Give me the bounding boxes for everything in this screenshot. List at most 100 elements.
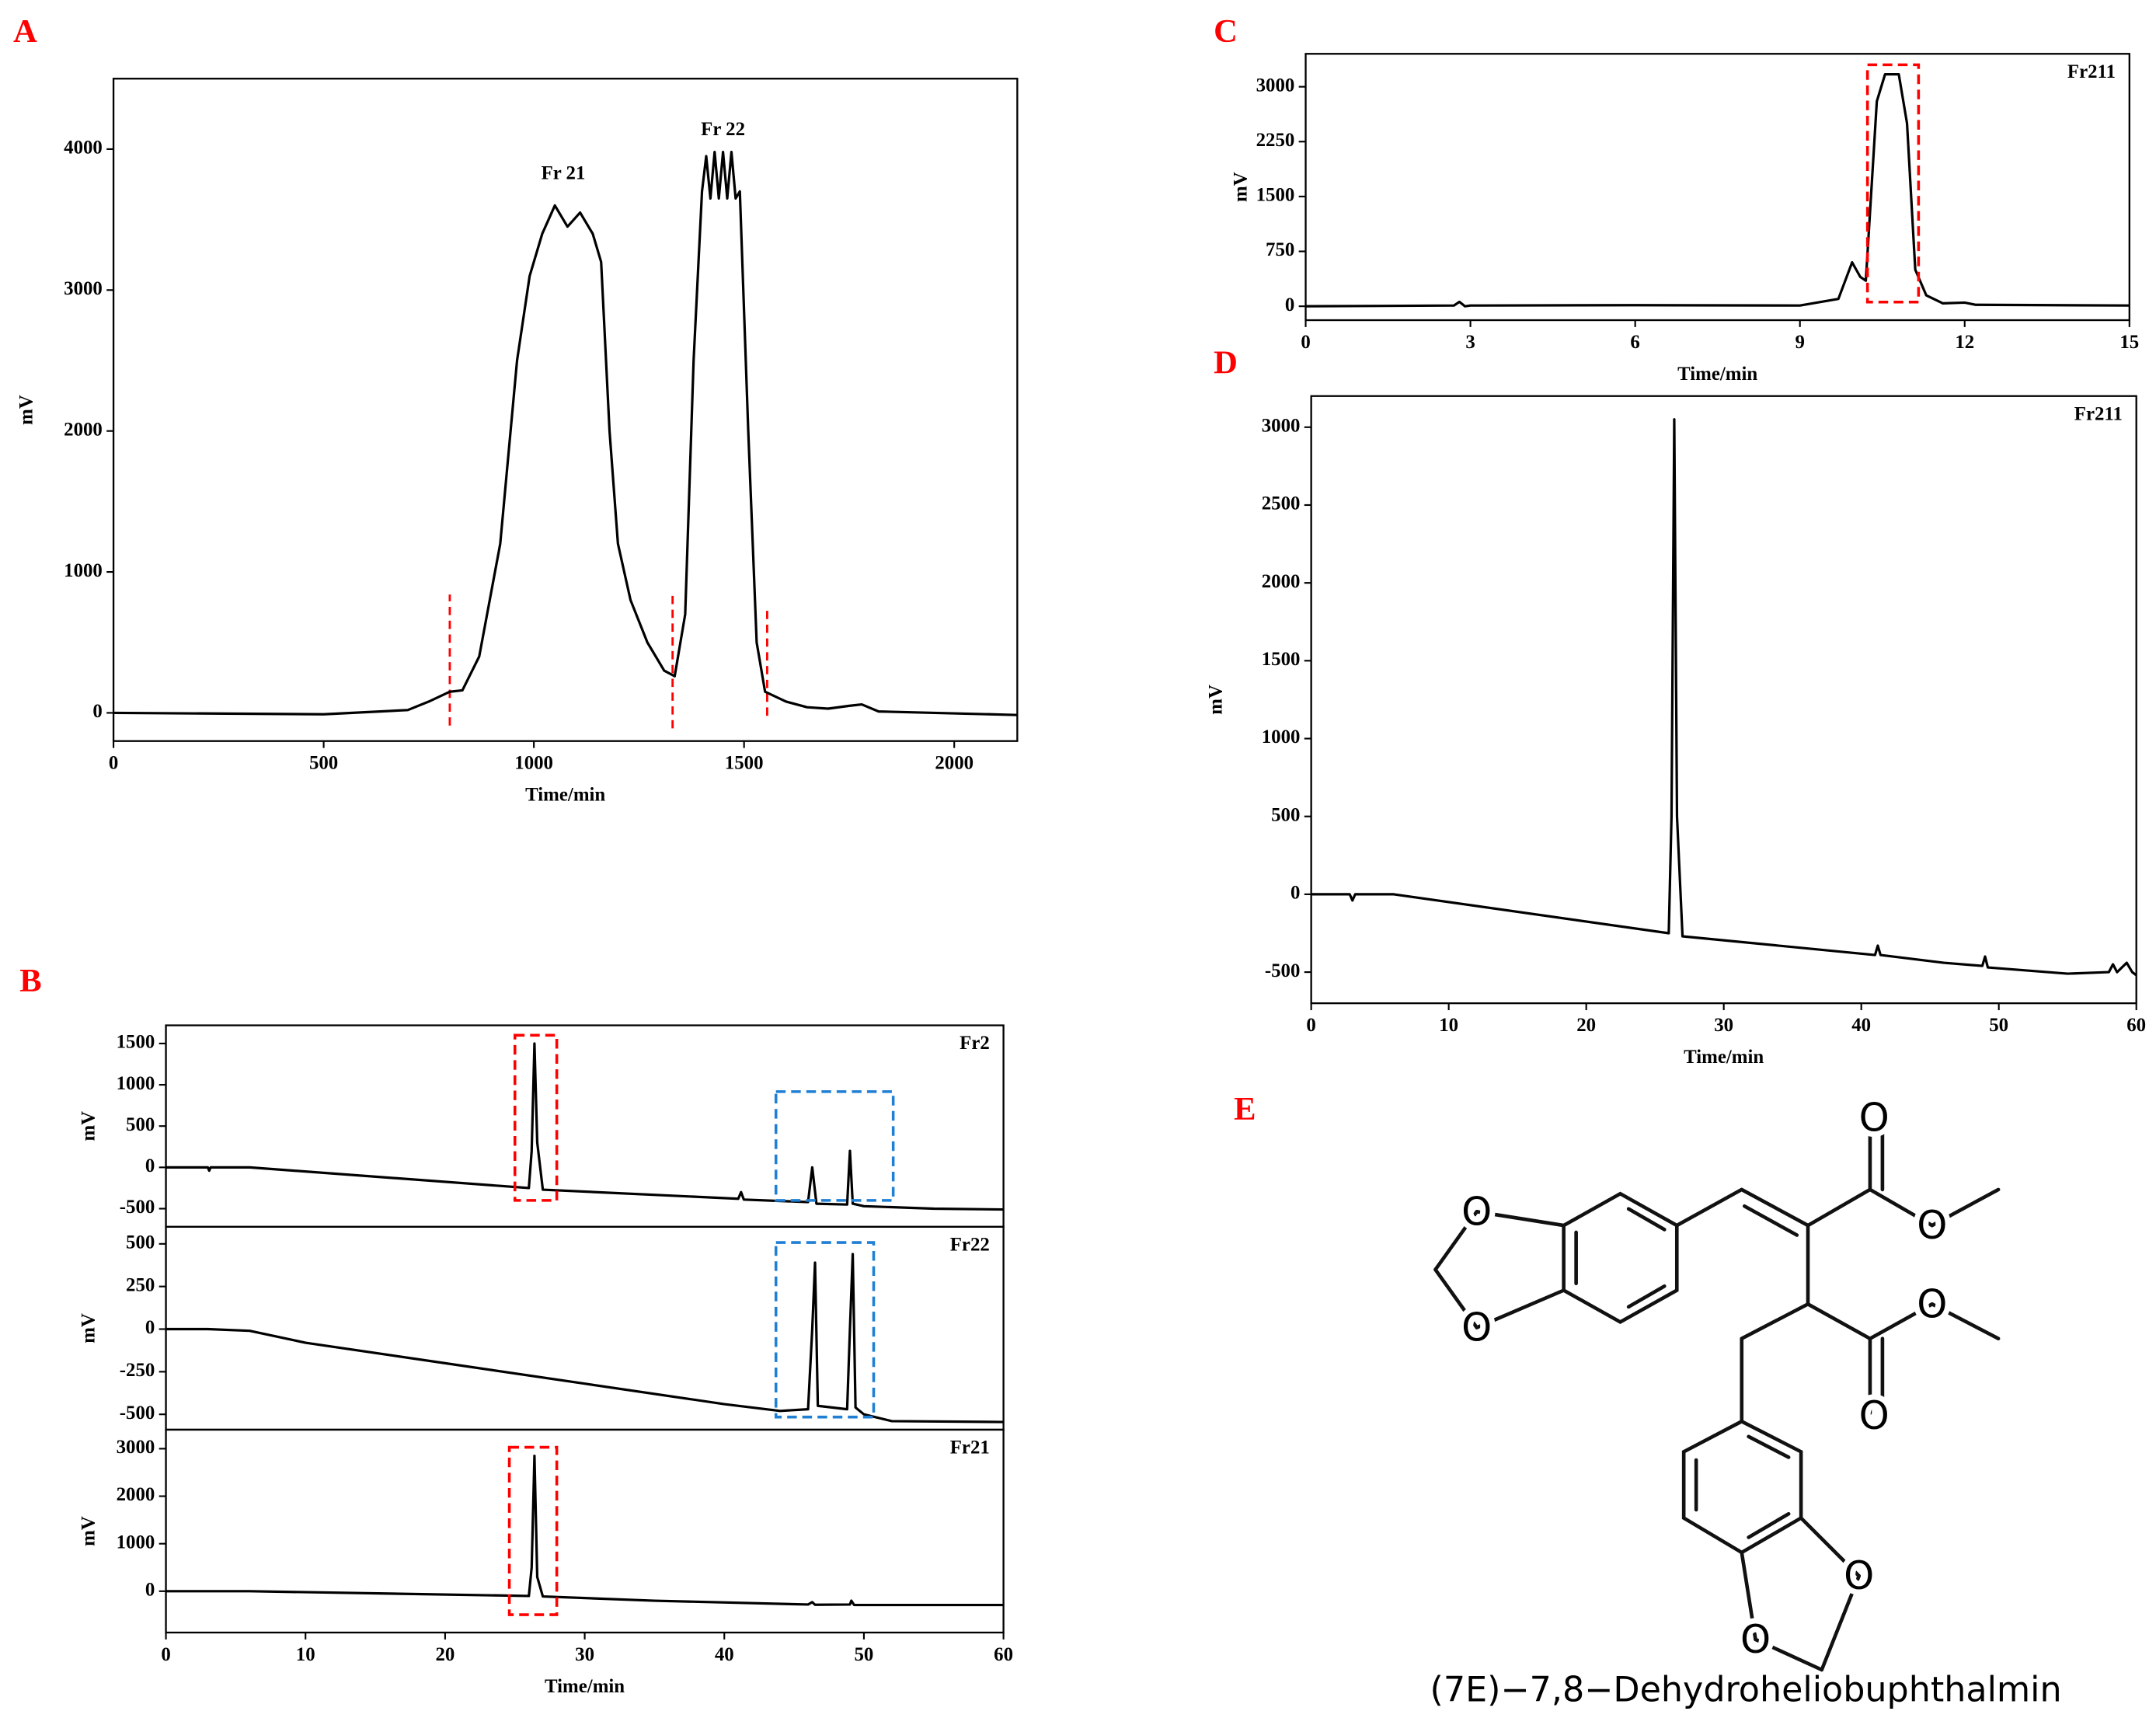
y-tick-label: 500 <box>126 1232 155 1253</box>
y-axis-label: mV <box>1206 685 1227 715</box>
y-tick-label: 1000 <box>1262 727 1301 748</box>
peak-label: Fr 21 <box>542 162 586 183</box>
y-axis-label: mV <box>78 1313 99 1343</box>
y-tick-label: 500 <box>1271 804 1300 825</box>
y-tick-label: 2000 <box>64 419 103 440</box>
x-tick-label: 40 <box>1851 1015 1871 1036</box>
atom-label: O <box>1461 1305 1492 1350</box>
y-tick-label: -250 <box>120 1360 155 1381</box>
bond <box>1626 1207 1667 1232</box>
y-tick-label: 2000 <box>1262 571 1301 592</box>
y-tick-label: 1500 <box>117 1032 155 1053</box>
x-tick-label: 50 <box>1989 1015 2008 1036</box>
bond <box>1930 1302 2001 1341</box>
peak-label: Fr 22 <box>701 119 745 140</box>
x-tick-label: 50 <box>854 1644 873 1665</box>
x-tick-label: 10 <box>1439 1015 1458 1036</box>
y-tick-label: 0 <box>145 1155 155 1176</box>
x-tick-label: 500 <box>309 753 338 774</box>
trace <box>1311 418 2137 977</box>
y-tick-label: 0 <box>92 701 102 722</box>
plot-frame <box>1310 395 2137 1005</box>
plot-frame <box>112 78 1019 742</box>
trace <box>1305 73 2130 308</box>
y-tick-label: 4000 <box>64 138 103 159</box>
highlight-box <box>507 1445 559 1616</box>
panel-letter: A <box>13 13 37 50</box>
trace <box>165 1253 1004 1424</box>
y-tick-label: 1000 <box>117 1532 155 1552</box>
trace-label: Fr211 <box>2067 61 2116 82</box>
trace-label: Fr211 <box>2074 403 2123 424</box>
y-tick-label: -500 <box>1265 960 1301 981</box>
x-tick-label: 0 <box>109 753 118 774</box>
y-tick-label: 0 <box>145 1580 155 1601</box>
x-tick-label: 60 <box>2126 1015 2146 1036</box>
panel-letter: C <box>1214 13 1238 50</box>
y-tick-label: 250 <box>126 1274 155 1295</box>
y-axis-label: mV <box>78 1111 99 1141</box>
y-tick-label: -500 <box>120 1403 155 1424</box>
ring <box>1681 1419 1803 1555</box>
y-tick-label: 2500 <box>1262 493 1301 514</box>
trace-label: Fr2 <box>960 1033 990 1054</box>
bond <box>1674 1187 1744 1228</box>
y-tick-label: 1000 <box>117 1073 155 1094</box>
atom-label: O <box>1917 1203 1947 1248</box>
x-tick-label: 20 <box>1576 1015 1596 1036</box>
x-tick-label: 30 <box>1714 1015 1733 1036</box>
y-tick-label: -500 <box>120 1197 155 1218</box>
x-tick-label: 0 <box>1301 332 1310 353</box>
ring <box>1562 1191 1679 1325</box>
x-axis-label: Time/min <box>545 1676 625 1697</box>
plot-frame <box>165 1428 1005 1634</box>
x-tick-label: 2000 <box>935 753 974 774</box>
y-tick-label: 2000 <box>117 1484 155 1505</box>
y-tick-label: 0 <box>1290 883 1300 904</box>
y-tick-label: 3000 <box>64 278 103 299</box>
trace-label: Fr21 <box>950 1438 990 1458</box>
bond <box>1820 1573 1862 1672</box>
bond <box>1475 1288 1566 1329</box>
x-tick-label: 12 <box>1955 332 1974 353</box>
trace <box>165 1454 1004 1607</box>
atom-label: O <box>1917 1281 1947 1326</box>
x-tick-label: 9 <box>1795 332 1804 353</box>
x-tick-label: 10 <box>296 1644 315 1665</box>
bond <box>1806 1187 1872 1228</box>
x-tick-label: 1000 <box>514 753 553 774</box>
x-axis-label: Time/min <box>1677 364 1757 385</box>
highlight-box <box>513 1033 559 1202</box>
bond <box>1626 1284 1667 1309</box>
bond <box>1740 1550 1757 1642</box>
bond <box>1433 1267 1479 1329</box>
y-axis-label: mV <box>16 395 37 425</box>
x-tick-label: 15 <box>2119 332 2139 353</box>
x-axis-label: Time/min <box>1684 1047 1764 1068</box>
y-tick-label: 500 <box>126 1114 155 1135</box>
bond <box>1740 1302 1810 1341</box>
plot-frame <box>165 1225 1005 1431</box>
panel-letter: D <box>1214 344 1238 381</box>
y-tick-label: 0 <box>1285 294 1294 315</box>
highlight-box <box>774 1241 876 1419</box>
x-tick-label: 60 <box>994 1644 1013 1665</box>
y-tick-label: 750 <box>1266 239 1294 260</box>
bond <box>1433 1210 1479 1272</box>
bond <box>1740 1187 1810 1228</box>
bond <box>1754 1637 1824 1672</box>
trace-label: Fr22 <box>950 1234 990 1255</box>
y-axis-label: mV <box>78 1516 99 1546</box>
atom-label: O <box>1740 1617 1771 1662</box>
x-tick-label: 40 <box>715 1644 734 1665</box>
bond <box>1799 1516 1862 1578</box>
x-tick-label: 3 <box>1465 332 1475 353</box>
atom-label: O <box>1859 1096 1890 1141</box>
bond <box>1806 1302 1872 1341</box>
x-tick-label: 0 <box>1306 1015 1315 1036</box>
panel-letter: B <box>19 963 41 999</box>
bond <box>1868 1302 1935 1341</box>
x-tick-label: 30 <box>575 1644 594 1665</box>
